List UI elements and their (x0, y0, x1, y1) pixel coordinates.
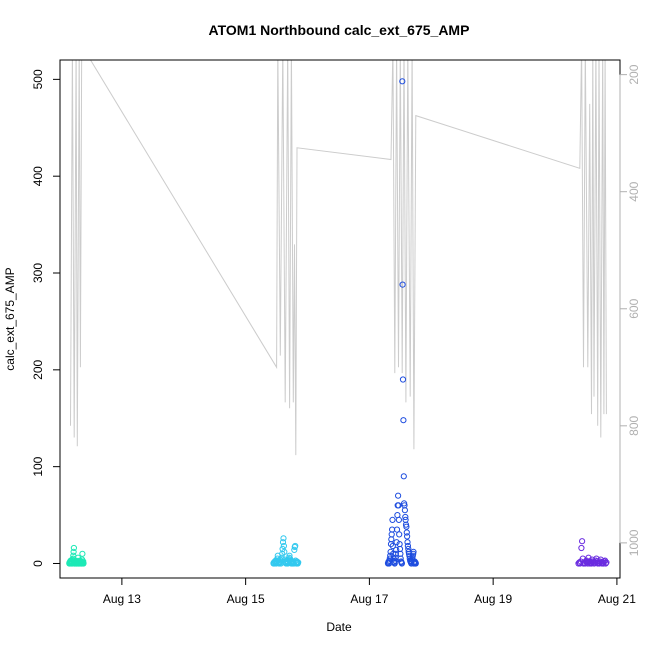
data-point (392, 550, 399, 557)
data-point (393, 546, 400, 554)
depth-line-path (70, 60, 607, 456)
data-point (278, 554, 285, 561)
depth-line (70, 60, 607, 456)
data-points (66, 78, 610, 567)
data-point (400, 417, 407, 424)
y2-tick-label: 200 (627, 64, 641, 84)
y-tick-label: 200 (31, 359, 45, 379)
x-tick-label: Aug 21 (598, 592, 636, 606)
data-point (410, 548, 417, 556)
y-tick-label: 100 (31, 456, 45, 476)
data-point (395, 502, 402, 509)
data-point (279, 539, 287, 546)
data-point (389, 542, 396, 550)
plot-frame (59, 59, 621, 579)
data-point (399, 281, 406, 288)
y-axis: 0 100 200 300 400 500 (31, 69, 60, 567)
data-point (79, 550, 86, 557)
data-point (295, 559, 302, 566)
data-point (403, 529, 410, 536)
data-point (602, 560, 609, 567)
data-point (603, 559, 610, 566)
y-tick-label: 500 (31, 69, 45, 89)
data-point (286, 552, 293, 559)
data-point (389, 516, 396, 524)
data-point (292, 542, 299, 550)
x-tick-label: Aug 15 (227, 592, 265, 606)
data-point (386, 555, 393, 562)
data-point (404, 539, 411, 546)
data-point (399, 78, 406, 85)
data-point (585, 554, 592, 561)
data-point (404, 533, 411, 540)
data-point (403, 523, 410, 530)
data-point (412, 560, 419, 567)
data-point (404, 542, 411, 550)
y2-tick-label: 1000 (627, 529, 641, 556)
data-point (80, 560, 87, 567)
data-point (281, 548, 288, 556)
data-point (578, 544, 585, 552)
y-axis-label: calc_ext_675_AMP (3, 267, 17, 370)
chart-title: ATOM1 Northbound calc_ext_675_AMP (209, 22, 470, 38)
secondary-y-axis: 200 400 600 800 1000 (619, 64, 641, 556)
data-point (280, 535, 287, 542)
y-tick-label: 0 (31, 560, 45, 567)
data-point (398, 560, 405, 567)
data-point (391, 560, 398, 567)
y-tick-label: 400 (31, 166, 45, 186)
x-axis-label: Date (326, 620, 352, 634)
y-tick-label: 300 (31, 263, 45, 283)
data-point (402, 513, 409, 521)
data-point (291, 546, 298, 554)
x-tick-label: Aug 19 (474, 592, 512, 606)
x-axis: Aug 13 Aug 15 Aug 17 Aug 19 Aug 21 (103, 577, 636, 606)
data-point (395, 492, 402, 499)
data-point (70, 548, 77, 556)
x-tick-label: Aug 17 (350, 592, 388, 606)
y2-tick-label: 400 (627, 181, 641, 201)
data-point (392, 557, 399, 564)
data-point (400, 473, 407, 480)
data-point (393, 526, 401, 533)
data-point (401, 507, 408, 514)
data-point (399, 376, 407, 383)
y2-tick-label: 600 (627, 298, 641, 318)
data-point (395, 516, 402, 524)
x-tick-label: Aug 13 (103, 592, 141, 606)
data-point (70, 544, 78, 552)
data-point (280, 542, 287, 550)
y2-tick-label: 800 (627, 415, 641, 435)
data-point (579, 538, 586, 545)
data-point (396, 531, 403, 538)
